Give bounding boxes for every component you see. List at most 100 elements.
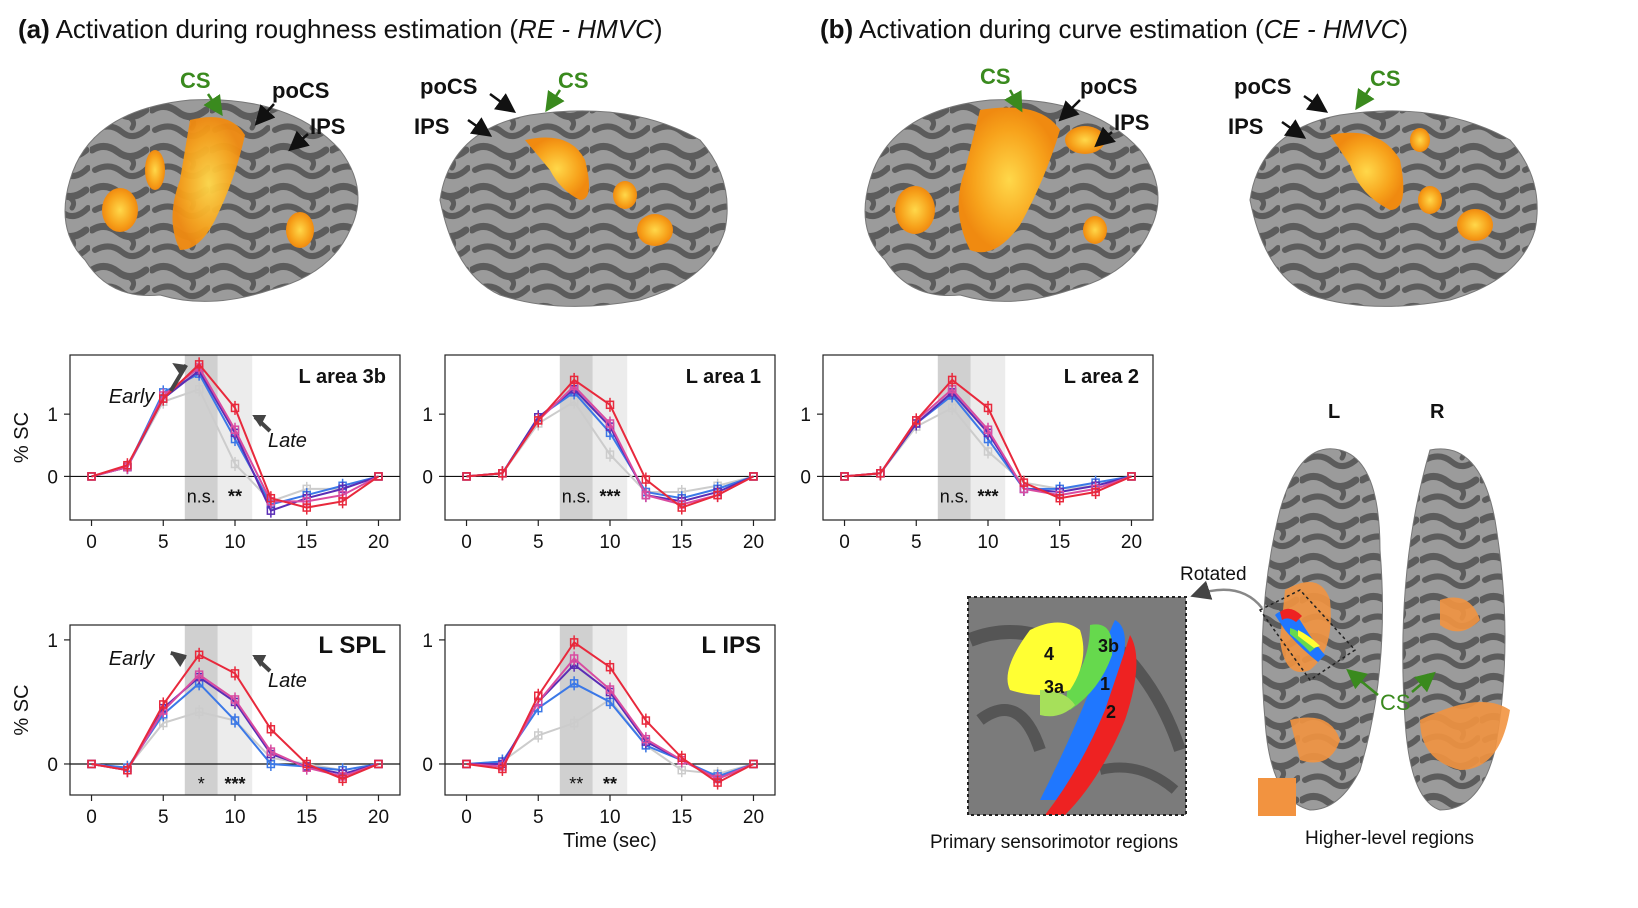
data-point: [230, 695, 240, 704]
data-point: [605, 685, 615, 694]
y-axis-label: % SC: [11, 412, 33, 463]
y-tick-label: 1: [47, 631, 58, 652]
data-point: [605, 419, 615, 428]
data-point: [605, 662, 615, 672]
brain-a-left-pocs-label: poCS: [272, 78, 329, 103]
flatmap-r-label: R: [1430, 401, 1445, 423]
x-tick-label: 0: [461, 532, 472, 553]
x-tick-label: 10: [599, 807, 620, 828]
x-tick-label: 0: [839, 532, 850, 553]
x-tick-label: 10: [224, 807, 245, 828]
y-tick-label: 0: [422, 467, 433, 488]
flatmap-rotated-label: Rotated: [1180, 564, 1247, 585]
data-point: [983, 447, 993, 456]
area-1-label: 1: [1100, 674, 1110, 694]
x-tick-label: 20: [1121, 532, 1142, 553]
data-point: [374, 759, 383, 769]
data-point: [713, 778, 722, 787]
late-label: Late: [268, 430, 307, 452]
plot-l-area-1: 0 5 10 15 20 0 1 L area 1 n.s. ***: [422, 354, 776, 553]
data-point: [569, 654, 579, 663]
data-point: [749, 759, 758, 769]
panel-a-contrast: RE - HMVC: [518, 14, 654, 44]
plot-title: L area 3b: [299, 366, 386, 388]
early-window: [184, 625, 218, 795]
data-point: [123, 460, 132, 470]
brain-a-right-cs-label: CS: [558, 68, 589, 93]
data-point: [194, 360, 204, 369]
data-point: [230, 403, 240, 413]
x-tick-label: 5: [533, 807, 544, 828]
late-window: [592, 625, 628, 795]
flatmap-figure: L R Rotated CS 4 3b 3a 1 2: [967, 401, 1510, 816]
y-tick-label: 1: [47, 405, 58, 426]
late-arrow-head: [252, 415, 267, 427]
plot-title: L area 1: [686, 366, 761, 388]
x-tick-label: 15: [296, 807, 317, 828]
x-tick-label: 5: [158, 807, 169, 828]
data-point: [677, 503, 686, 512]
data-point: [876, 469, 885, 478]
brain-a-right-ips-label: IPS: [414, 114, 449, 139]
data-point: [302, 503, 311, 512]
data-point: [230, 669, 240, 678]
early-arrow-head: [172, 655, 187, 667]
brain-a-left-ips-label: IPS: [310, 114, 345, 139]
y-tick-label: 0: [47, 755, 58, 776]
data-point: [266, 493, 276, 503]
early-window: [184, 355, 218, 520]
data-point: [749, 472, 758, 481]
data-point: [569, 718, 579, 728]
data-point: [912, 416, 921, 425]
data-point: [159, 700, 168, 709]
early-arrow: [170, 651, 187, 659]
higher-level-swatch: [1258, 778, 1296, 816]
data-point: [605, 450, 615, 459]
x-tick-label: 20: [368, 807, 389, 828]
y-tick-label: 0: [422, 755, 433, 776]
sig-late-label: **: [228, 486, 242, 506]
flatmap-roi-box: [1258, 589, 1357, 682]
caption-primary-sensorimotor: Primary sensorimotor regions: [930, 832, 1179, 853]
data-point: [266, 747, 276, 756]
x-tick-label: 20: [368, 532, 389, 553]
brain-b-left: CS poCS IPS: [864, 64, 1159, 302]
late-arrow-head: [252, 655, 267, 667]
data-point: [338, 497, 347, 506]
panel-b-close: ): [1399, 14, 1409, 44]
brain-b-right: poCS IPS CS: [1228, 66, 1538, 307]
data-point: [641, 716, 651, 725]
data-point: [194, 670, 204, 679]
brain-b-right-cs-label: CS: [1370, 66, 1401, 91]
sig-late-label: ***: [224, 774, 245, 794]
data-point: [569, 375, 579, 385]
flatmap-l-label: L: [1328, 401, 1340, 423]
data-point: [1127, 472, 1136, 481]
brain-a-left-cs-label: CS: [180, 68, 211, 93]
data-point: [194, 707, 204, 717]
brain-b-right-ips-label: IPS: [1228, 114, 1263, 139]
brain-b-left-pocs-label: poCS: [1080, 74, 1137, 99]
data-point: [1055, 493, 1064, 503]
early-label: Early: [109, 386, 156, 408]
data-point: [462, 472, 471, 481]
sig-early-label: **: [569, 774, 583, 794]
data-point: [569, 638, 579, 647]
area-3a-label: 3a: [1044, 677, 1065, 697]
panel-a-close: ): [653, 14, 663, 44]
x-tick-label: 0: [86, 532, 97, 553]
data-point: [983, 425, 993, 434]
panel-a-title: (a) Activation during roughness estimati…: [18, 14, 663, 45]
x-tick-label: 5: [533, 532, 544, 553]
data-point: [947, 375, 957, 385]
sig-early-label: n.s.: [187, 486, 216, 506]
x-tick-label: 15: [296, 532, 317, 553]
brain-b-left-ips-label: IPS: [1114, 110, 1149, 135]
data-point: [1091, 487, 1100, 497]
data-point: [1019, 478, 1029, 487]
x-tick-label: 0: [86, 807, 97, 828]
early-window: [559, 625, 593, 795]
x-tick-label: 0: [461, 807, 472, 828]
plot-title: L IPS: [701, 632, 761, 659]
data-point: [534, 731, 543, 740]
